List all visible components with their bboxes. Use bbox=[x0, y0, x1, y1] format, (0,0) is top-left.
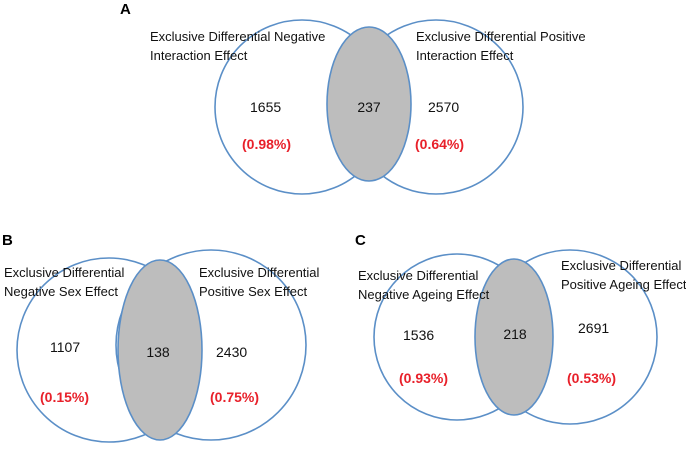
overlap-count: 138 bbox=[146, 344, 170, 360]
right-set-label: Exclusive Differential Positive bbox=[416, 29, 586, 44]
left-count: 1536 bbox=[403, 327, 434, 343]
panel-letter: A bbox=[120, 1, 131, 18]
overlap-count: 237 bbox=[357, 99, 381, 115]
panel-a: A Exclusive Differential Negative Intera… bbox=[120, 1, 586, 195]
right-count: 2691 bbox=[578, 320, 609, 336]
right-set-label: Positive Ageing Effect bbox=[561, 277, 686, 292]
left-set-label: Interaction Effect bbox=[150, 48, 248, 63]
right-set-label: Positive Sex Effect bbox=[199, 284, 308, 299]
overlap-region bbox=[117, 259, 203, 441]
left-set-label: Exclusive Differential Negative bbox=[150, 29, 325, 44]
right-set-label: Exclusive Differential bbox=[199, 265, 320, 280]
left-set-label: Negative Sex Effect bbox=[4, 284, 118, 299]
right-percent: (0.75%) bbox=[210, 389, 259, 405]
panel-c: C Exclusive Differential Negative Ageing… bbox=[355, 232, 686, 425]
left-set-label: Negative Ageing Effect bbox=[358, 287, 490, 302]
overlap-region bbox=[474, 258, 554, 416]
left-percent: (0.15%) bbox=[40, 389, 89, 405]
right-set-label: Exclusive Differential bbox=[561, 258, 682, 273]
left-set-label: Exclusive Differential bbox=[358, 268, 479, 283]
left-count: 1107 bbox=[50, 339, 80, 355]
left-percent: (0.98%) bbox=[242, 136, 291, 152]
left-set-label: Exclusive Differential bbox=[4, 265, 125, 280]
left-count: 1655 bbox=[250, 99, 281, 115]
overlap-region bbox=[326, 26, 412, 182]
right-percent: (0.53%) bbox=[567, 370, 616, 386]
right-set-label: Interaction Effect bbox=[416, 48, 514, 63]
right-count: 2430 bbox=[216, 344, 247, 360]
panel-letter: C bbox=[355, 232, 366, 249]
right-percent: (0.64%) bbox=[415, 136, 464, 152]
panel-b: B Exclusive Differential Negative Sex Ef… bbox=[2, 232, 320, 443]
right-set-circle bbox=[115, 249, 307, 441]
right-count: 2570 bbox=[428, 99, 459, 115]
panel-letter: B bbox=[2, 232, 13, 249]
left-percent: (0.93%) bbox=[399, 370, 448, 386]
overlap-count: 218 bbox=[503, 326, 527, 342]
